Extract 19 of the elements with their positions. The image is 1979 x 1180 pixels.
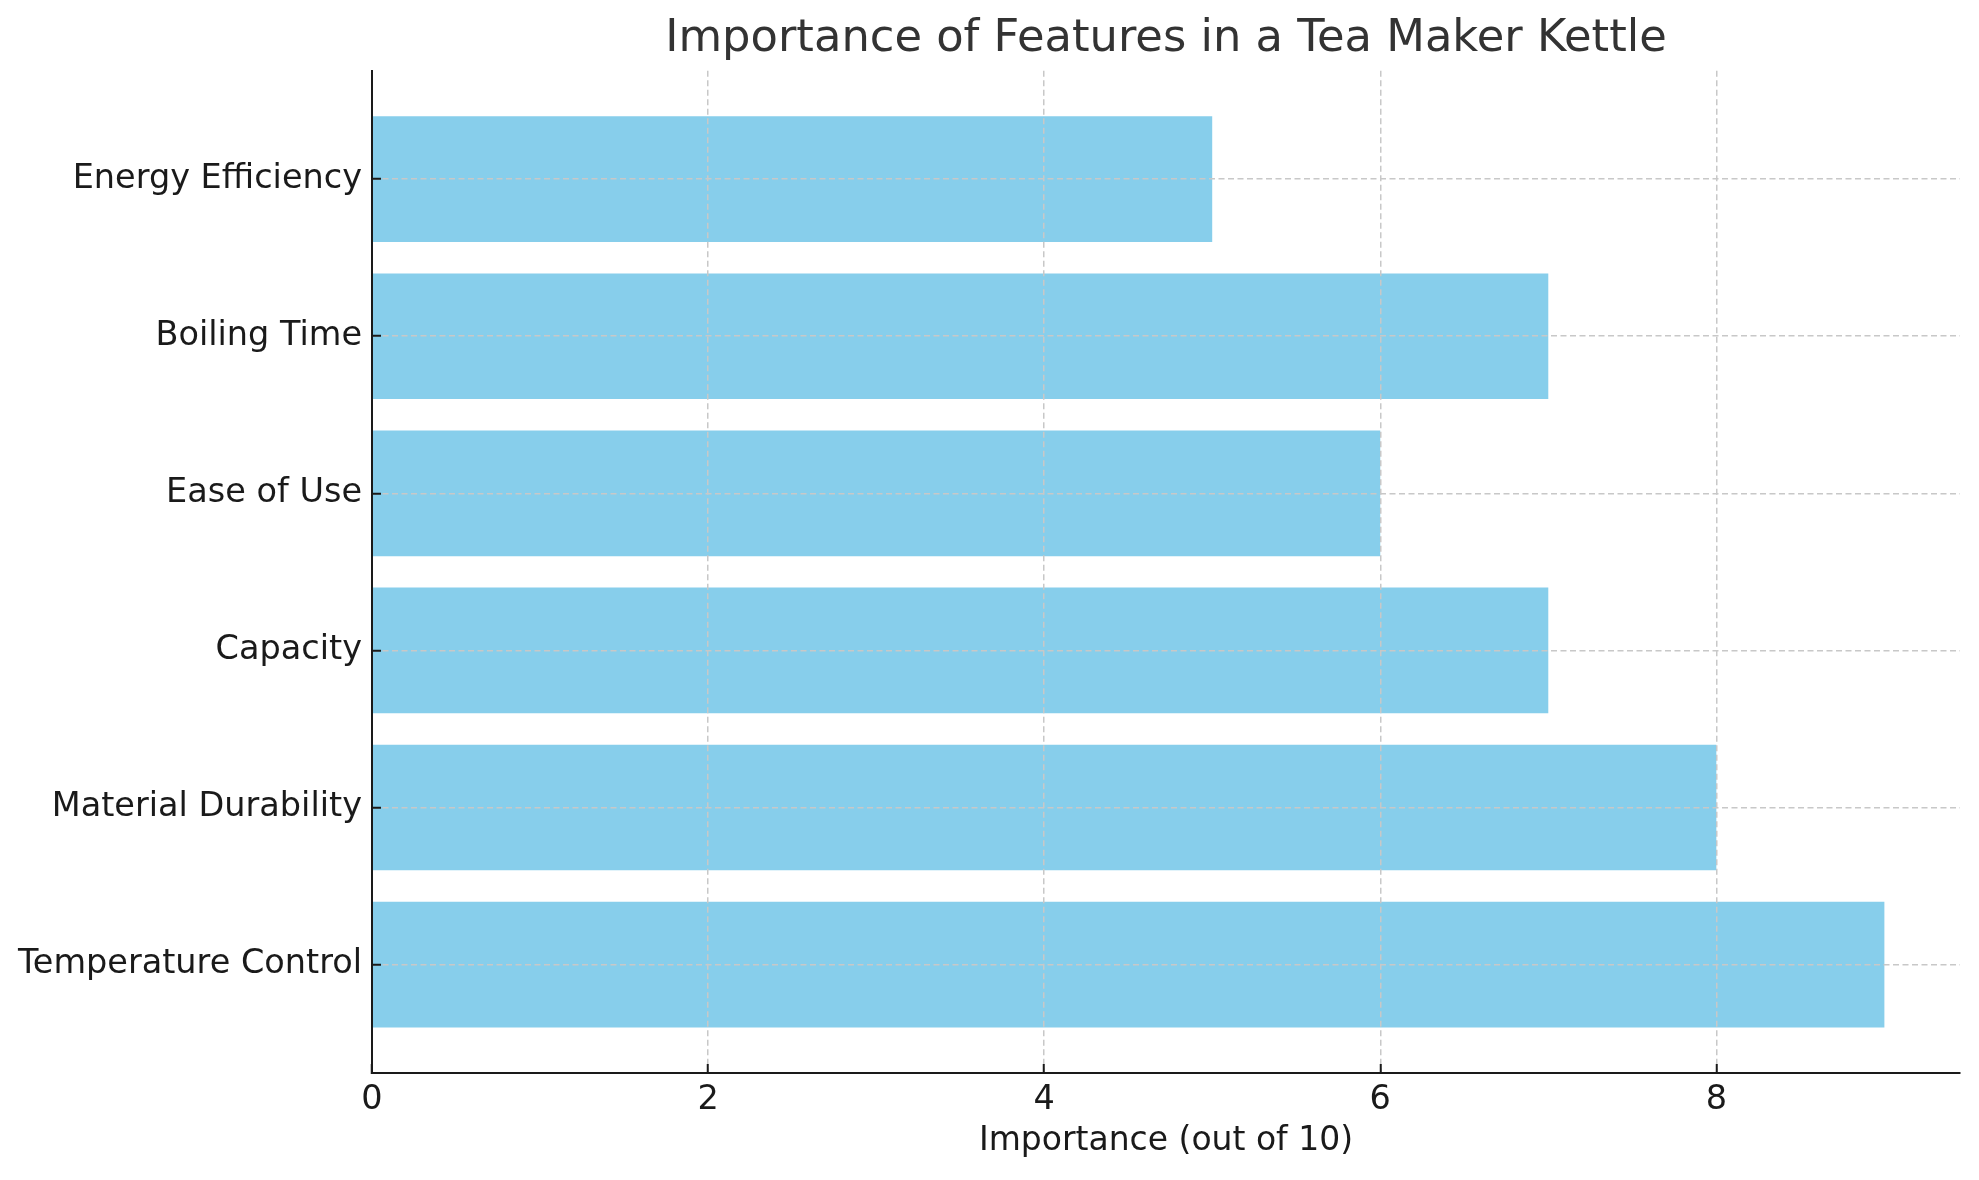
x-tick-label: 4 bbox=[1033, 1077, 1055, 1117]
y-tick-label: Capacity bbox=[215, 628, 362, 668]
y-tick-label: Boiling Time bbox=[155, 313, 362, 353]
x-tick-label: 0 bbox=[361, 1077, 383, 1117]
y-tick-label: Temperature Control bbox=[17, 942, 362, 982]
bar bbox=[372, 587, 1549, 714]
y-tick-label: Ease of Use bbox=[166, 471, 362, 511]
x-tick-label: 6 bbox=[1369, 1077, 1391, 1117]
y-tick-label: Energy Efficiency bbox=[72, 156, 362, 196]
bar bbox=[372, 273, 1549, 400]
x-tick-label: 2 bbox=[697, 1077, 719, 1117]
bar bbox=[372, 744, 1717, 871]
bar bbox=[372, 116, 1213, 242]
bar bbox=[372, 430, 1381, 557]
y-tick-label: Material Durability bbox=[51, 785, 362, 825]
x-axis-title: Importance (out of 10) bbox=[978, 1118, 1354, 1158]
bar bbox=[372, 901, 1885, 1028]
chart-title: Importance of Features in a Tea Maker Kettle bbox=[665, 8, 1667, 62]
x-tick-label: 8 bbox=[1705, 1077, 1727, 1117]
